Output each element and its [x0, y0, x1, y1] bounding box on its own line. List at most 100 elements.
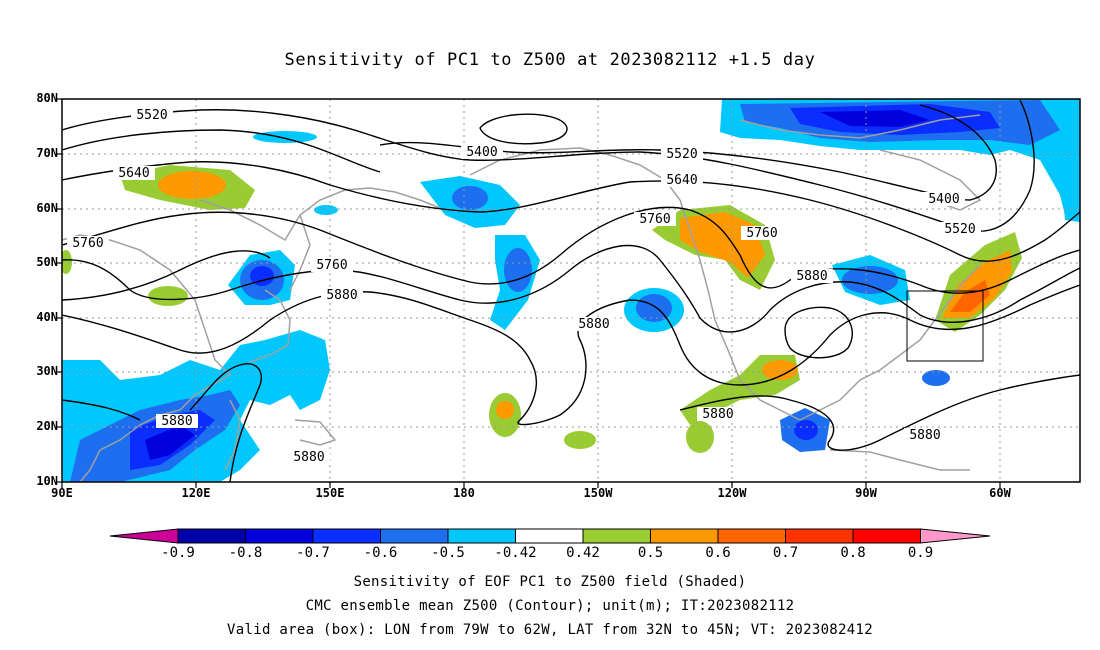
contour-5520-inner [62, 129, 381, 173]
lon-tick-label: 60W [989, 486, 1011, 500]
shade-pos-small-4-core [496, 401, 514, 419]
plot-frame [61, 98, 1081, 483]
caption-valid-area: Valid area (box): LON from 79W to 62W, L… [227, 622, 873, 638]
lat-tick-label: 20N [36, 419, 58, 433]
shade-arctic-negative-darkest [820, 110, 930, 127]
colorbar-label: -0.42 [494, 545, 537, 561]
contour-5520 [62, 99, 1035, 232]
colorbar-segment [650, 528, 719, 544]
z500-contours [62, 99, 1080, 482]
contour-label: 5760 [639, 212, 670, 227]
colorbar-segment [852, 528, 921, 544]
colorbar-label: -0.8 [228, 545, 263, 561]
contour-5400 [379, 104, 997, 201]
tick-marks [56, 98, 1001, 488]
lat-tick-label: 10N [36, 474, 58, 488]
contour-label: 5880 [578, 317, 609, 332]
contour-label: 5880 [293, 450, 324, 465]
colorbar-label: -0.7 [296, 545, 330, 561]
caption-shading: Sensitivity of EOF PC1 to Z500 field (Sh… [353, 574, 747, 590]
contour-label: 5520 [136, 108, 167, 123]
contour-5880-ring [784, 306, 853, 359]
colorbar-label: 0.6 [705, 545, 731, 561]
lon-tick-label: 120W [717, 486, 747, 500]
lon-tick-label: 150E [315, 486, 345, 500]
contour-label: 5760 [72, 236, 103, 251]
colorbar-label: -0.9 [161, 545, 195, 561]
colorbar-low-triangle [109, 528, 179, 544]
contour-label: 5400 [928, 192, 959, 207]
shade-dateline-negative-core [452, 186, 488, 210]
coast-kamchatka [289, 214, 311, 291]
coast-greenland [879, 149, 982, 211]
coast-siberia [199, 187, 441, 242]
colorbar-label: 0.9 [907, 545, 934, 561]
lon-tick-label: 180 [453, 486, 475, 500]
colorbar-segment [582, 528, 651, 544]
coast-arctic-islands [739, 114, 981, 139]
contour-label: 5520 [944, 222, 975, 237]
shade-neg-small-1 [253, 131, 317, 143]
shade-pos-small-1 [148, 286, 188, 306]
colorbar [109, 528, 991, 544]
lon-tick-label: 90W [855, 486, 877, 500]
contour-5400-ring [479, 113, 568, 145]
contour-5880-tropics-3 [62, 399, 141, 421]
colorbar-label: 0.5 [637, 545, 664, 561]
contour-label: 5880 [702, 407, 733, 422]
colorbar-segment [447, 528, 516, 544]
colorbar-segment [245, 528, 314, 544]
contour-label: 5880 [909, 428, 940, 443]
colorbar-segment [785, 528, 854, 544]
contour-5640 [62, 161, 1080, 262]
shade-atlantic-negative-core [842, 266, 898, 294]
coast-japan [249, 289, 291, 363]
colorbar-label: 0.7 [772, 545, 799, 561]
valid-area-box [906, 290, 984, 362]
shade-pos-small-3 [686, 421, 714, 453]
lat-tick-label: 30N [36, 364, 58, 378]
shade-kam-positive-core [158, 171, 226, 199]
lat-tick-label: 70N [36, 146, 58, 160]
contour-5760-b [62, 244, 1080, 333]
shade-ne-us-positive-dark [950, 280, 990, 312]
lat-tick-label: 40N [36, 310, 58, 324]
lon-tick-label: 120E [181, 486, 211, 500]
lat-tick-label: 80N [36, 91, 58, 105]
shade-asia-negative-darkest [145, 425, 195, 460]
shade-pacific-negative-core [636, 294, 672, 322]
contour-label: 5880 [796, 269, 827, 284]
lat-tick-label: 50N [36, 255, 58, 269]
shade-pos-small-2 [62, 250, 72, 274]
colorbar-label: -0.6 [363, 545, 398, 561]
caption-contour: CMC ensemble mean Z500 (Contour); unit(m… [305, 598, 795, 614]
lon-tick-label: 90E [51, 486, 73, 500]
contour-5880 [62, 284, 1080, 426]
contour-5880-tropics-1 [189, 363, 262, 482]
coast-na-west [679, 199, 801, 421]
shade-japan-negative-dark [250, 266, 274, 286]
contour-label: 5880 [161, 414, 192, 429]
coast-asia-east [62, 234, 232, 482]
coastlines [62, 114, 982, 482]
colorbar-label: -0.5 [431, 545, 465, 561]
colorbar-high-triangle [920, 528, 991, 544]
contour-label: 5880 [326, 288, 357, 303]
shade-neg-small-2 [314, 205, 338, 215]
shade-right-edge-negative [1060, 150, 1080, 222]
colorbar-segment [515, 528, 584, 544]
chart-title: Sensitivity of PC1 to Z500 at 2023082112… [284, 50, 816, 70]
colorbar-label: 0.42 [566, 545, 600, 561]
contour-label: 5760 [746, 226, 777, 241]
lon-tick-label: 150W [583, 486, 613, 500]
shade-gulf-negative-core [794, 420, 818, 440]
lat-tick-label: 60N [36, 201, 58, 215]
contour-label-group: 5520 5400 5520 5640 5640 5760 5760 5760 … [67, 108, 981, 465]
contour-label: 5640 [666, 173, 697, 188]
contour-label: 5760 [316, 258, 347, 273]
shade-dateline-negative-2-core [504, 248, 532, 292]
contour-label: 5520 [666, 147, 697, 162]
coast-caribbean [829, 449, 970, 471]
contour-5760-a [62, 206, 1080, 294]
